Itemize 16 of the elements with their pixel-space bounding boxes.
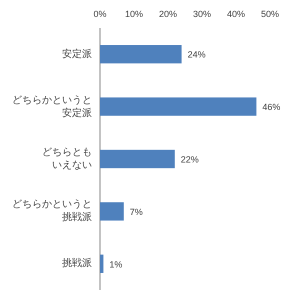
x-tick-label: 40% — [226, 9, 246, 19]
x-tick-label: 10% — [124, 9, 144, 19]
x-tick-label: 0% — [93, 9, 107, 19]
data-label: 24% — [188, 50, 206, 60]
data-label: 46% — [262, 102, 280, 112]
y-tick-label: 安定派 — [61, 48, 92, 61]
y-tick-label: 挑戦派 — [61, 257, 92, 270]
y-tick-label: どちらともいえない — [41, 146, 92, 172]
y-tick-label: どちらかというと安定派 — [11, 94, 92, 120]
data-label: 22% — [180, 154, 199, 164]
data-label: 7% — [130, 206, 143, 217]
y-tick-label: どちらかというと挑戦派 — [11, 198, 92, 224]
x-tick-label: 20% — [158, 9, 178, 19]
data-label: 1% — [109, 259, 122, 270]
x-tick-label: 50% — [260, 9, 280, 19]
x-tick-label: 30% — [192, 9, 212, 19]
